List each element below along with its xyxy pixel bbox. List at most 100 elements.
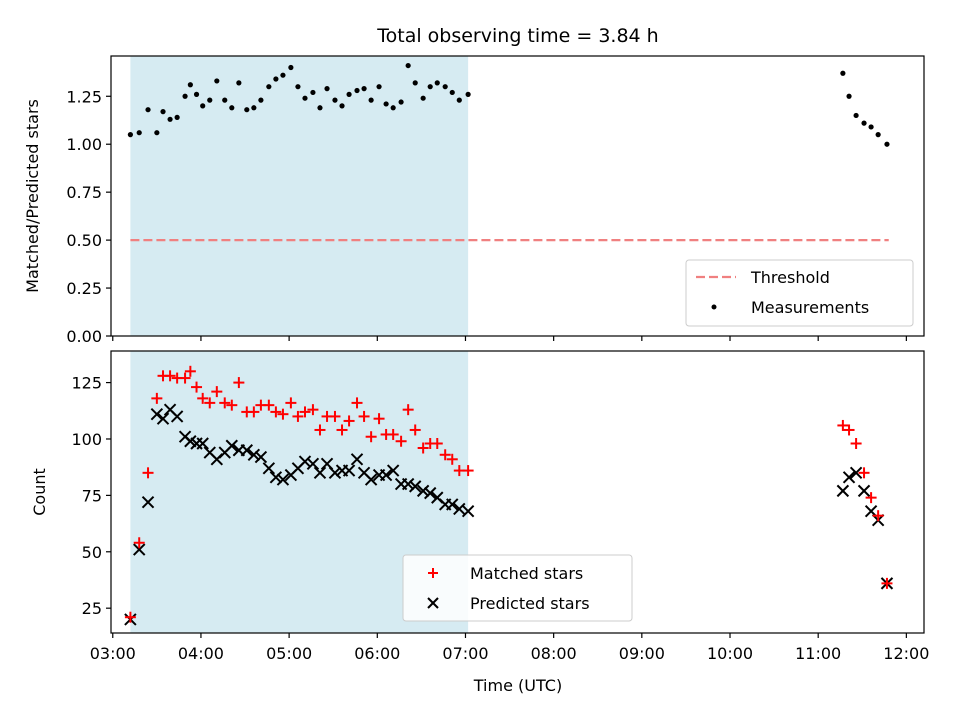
measurement-point — [853, 112, 859, 119]
matched-star-point — [277, 408, 289, 420]
measurement-point — [280, 72, 286, 78]
measurement-point — [405, 62, 411, 69]
measurement-point — [207, 97, 213, 103]
bottom-y-ticks: 25 50 75 100 125 — [71, 374, 111, 618]
matched-star-point — [351, 397, 363, 409]
predicted-star-point — [857, 484, 871, 498]
measurement-point — [354, 87, 360, 94]
measurement-point — [302, 95, 308, 101]
measurement-point — [154, 130, 160, 136]
measurement-point — [288, 64, 294, 71]
chart-title: Total observing time = 3.84 h — [376, 25, 658, 47]
matched-star-point — [329, 410, 341, 422]
predicted-star-point — [849, 466, 863, 480]
measurement-point — [193, 91, 200, 97]
predicted-star-point — [401, 477, 415, 491]
top-x-ticks — [112, 336, 907, 341]
measurement-point — [145, 107, 151, 113]
measurement-point — [427, 84, 433, 90]
bottom-legend-box — [402, 554, 633, 622]
measurement-point — [222, 97, 228, 103]
matched-star-point — [431, 437, 443, 449]
bottom-x-tick-label: 11:00 — [795, 644, 841, 663]
measurement-point — [861, 120, 867, 126]
bottom-x-tick-label: 06:00 — [354, 644, 400, 663]
matched-star-point — [343, 415, 355, 427]
top-y-tick-label: 0.00 — [66, 327, 102, 346]
matched-star-point — [395, 435, 407, 447]
predicted-star-point — [298, 455, 312, 468]
top-legend: Threshold Measurements — [685, 259, 914, 327]
legend-predicted-label: Predicted stars — [470, 594, 590, 613]
measurement-point — [456, 97, 462, 103]
predicted-star-point — [133, 543, 146, 556]
matched-star-point — [248, 406, 260, 418]
matched-star-point — [164, 370, 176, 382]
predicted-star-point — [254, 450, 268, 464]
top-y-tick-label: 0.75 — [66, 183, 102, 202]
matched-star-point — [133, 537, 145, 549]
predicted-star-point — [423, 486, 437, 500]
measurement-point — [127, 132, 133, 138]
predicted-star-point — [461, 504, 475, 518]
measurement-point — [317, 105, 323, 111]
matched-star-point — [850, 437, 862, 449]
measurement-point — [174, 114, 180, 120]
matched-star-point — [191, 381, 203, 393]
legend-measurement-label: Measurements — [751, 298, 869, 317]
bottom-y-axis-label: Count — [30, 468, 49, 516]
matched-star-point — [124, 611, 136, 623]
matched-star-point — [837, 419, 849, 431]
measurement-point — [442, 84, 448, 90]
measurement-point — [376, 84, 382, 90]
legend-threshold-label: Threshold — [750, 268, 830, 287]
predicted-star-point — [836, 484, 850, 498]
matched-star-point — [226, 399, 238, 411]
top-axes-frame — [110, 55, 925, 337]
bottom-y-tick-label: 125 — [71, 374, 102, 393]
measurement-point — [229, 105, 235, 111]
measurement-point — [412, 80, 418, 86]
matched-star-point — [417, 442, 429, 454]
matched-star-point — [219, 397, 231, 409]
matched-star-point — [142, 467, 154, 479]
bottom-panel: 25 50 75 100 125 03:00 04:00 05:00 06:00 07:00 08… — [30, 350, 929, 695]
predicted-star-point — [150, 407, 164, 421]
predicted-star-point — [386, 464, 400, 477]
measurement-point — [420, 95, 426, 101]
matched-star-point — [299, 406, 311, 418]
predicted-star-point — [446, 498, 459, 511]
matched-star-point — [373, 413, 385, 425]
bottom-y-tick-label: 25 — [82, 599, 102, 618]
bottom-x-tick-label: 03:00 — [90, 644, 136, 663]
matched-star-point — [446, 453, 458, 465]
measurement-point — [361, 86, 367, 92]
predicted-star-point — [156, 412, 170, 425]
predicted-star-point — [262, 462, 276, 475]
matched-star-point — [439, 449, 451, 461]
measurement-point — [310, 89, 316, 96]
matched-star-point — [872, 510, 884, 522]
matched-star-point — [204, 397, 216, 409]
measurement-point — [187, 82, 193, 88]
matched-star-point — [314, 424, 326, 436]
predicted-star-point — [342, 464, 356, 477]
top-y-tick-label: 1.00 — [66, 135, 102, 154]
predicted-star-point — [350, 453, 364, 466]
measurement-point — [295, 84, 301, 90]
measurement-point — [258, 97, 264, 103]
top-y-tick-label: 1.25 — [66, 87, 102, 106]
matched-star-point — [151, 392, 163, 404]
matched-star-point — [881, 577, 893, 589]
matched-star-point — [365, 431, 377, 443]
bottom-y-tick-label: 75 — [82, 486, 102, 505]
matched-star-point — [307, 404, 319, 416]
predicted-star-point — [379, 468, 393, 482]
bottom-y-tick-label: 100 — [71, 430, 102, 449]
measurement-point — [236, 80, 242, 86]
bottom-x-ticks: 03:00 04:00 05:00 06:00 07:00 08:00 09:00 10:00… — [90, 633, 929, 663]
measurement-point — [840, 70, 846, 76]
measurement-point — [332, 97, 338, 103]
predicted-star-point — [416, 484, 430, 498]
measurement-point — [273, 76, 279, 82]
